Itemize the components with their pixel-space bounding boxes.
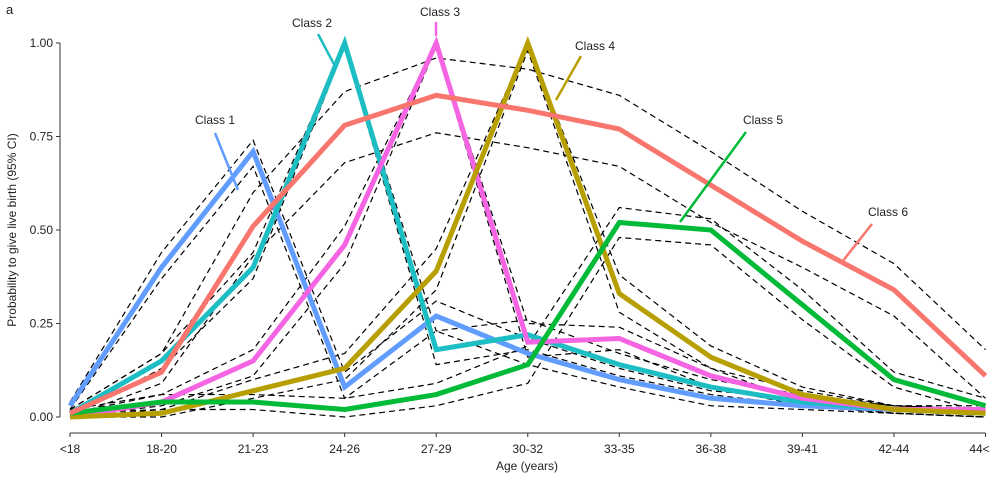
series-line-class-1 <box>67 146 986 416</box>
leader-line-class-2 <box>316 33 338 69</box>
series-line-class-5 <box>69 219 987 416</box>
x-tick-label: 18-20 <box>146 442 177 456</box>
y-tick-label: 1.00 <box>30 36 54 50</box>
x-tick-label: 33-35 <box>604 442 635 456</box>
x-tick-label: 27-29 <box>421 442 452 456</box>
x-tick-label: 44< <box>969 442 989 456</box>
ci-lower-class-6 <box>69 132 986 418</box>
panel-label: a <box>6 2 14 17</box>
series-line-class-4 <box>69 36 986 420</box>
ci-upper-class-6 <box>69 57 986 411</box>
ci-lower-class-3 <box>69 44 986 418</box>
x-tick-label: 39-41 <box>787 442 818 456</box>
x-tick-label: 36-38 <box>695 442 726 456</box>
leader-line-class-4 <box>554 55 583 101</box>
x-tick-label: 21-23 <box>238 442 269 456</box>
y-axis-label: Probability to give live birth (95% CI) <box>5 133 19 326</box>
series-label-class-5: Class 5 <box>743 113 783 127</box>
leader-line-class-6 <box>841 223 873 263</box>
x-tick-label: <18 <box>60 442 81 456</box>
y-tick-label: 0.25 <box>30 317 54 331</box>
series-line-class-6 <box>68 92 988 416</box>
ci-upper-class-3 <box>69 41 986 414</box>
series-label-class-6: Class 6 <box>868 205 908 219</box>
series-label-class-2: Class 2 <box>292 16 332 30</box>
series-label-class-1: Class 1 <box>195 113 235 127</box>
x-tick-label: 30-32 <box>512 442 543 456</box>
ci-upper-class-5 <box>69 206 986 411</box>
ci-lower-class-5 <box>69 236 986 418</box>
leader-line-class-1 <box>213 132 240 191</box>
series-label-class-4: Class 4 <box>575 39 615 53</box>
series-label-class-3: Class 3 <box>420 5 460 19</box>
y-tick-label: 0.00 <box>30 410 54 424</box>
leader-line-class-5 <box>678 131 748 223</box>
y-tick-label: 0.50 <box>30 223 54 237</box>
ci-upper-class-4 <box>69 41 986 414</box>
x-tick-label: 24-26 <box>329 442 360 456</box>
x-axis-label: Age (years) <box>496 459 558 473</box>
ci-upper-class-1 <box>69 139 986 411</box>
ci-lower-class-2 <box>69 44 986 418</box>
x-tick-label: 42-44 <box>879 442 910 456</box>
y-tick-label: 0.75 <box>30 130 54 144</box>
